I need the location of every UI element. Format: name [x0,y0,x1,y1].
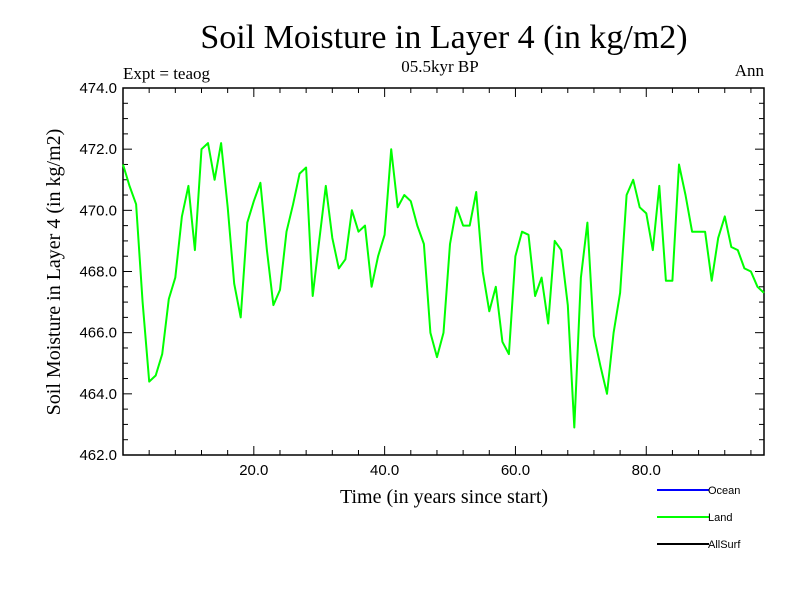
x-tick-label: 80.0 [632,462,661,479]
x-tick-label: 60.0 [501,462,530,479]
plot-frame [122,87,765,456]
x-axis-label: Time (in years since start) [340,486,548,508]
y-tick-label: 462.0 [79,447,117,464]
y-tick-label: 464.0 [79,386,117,403]
y-tick-label: 472.0 [79,141,117,158]
series-line-land [122,142,765,429]
y-axis-label: Soil Moisture in Layer 4 (in kg/m2) [43,129,65,416]
season-label: Ann [735,61,765,80]
legend-label-land: Land [708,512,732,524]
chart-subtitle: 05.5kyr BP [401,57,478,76]
y-tick-label: 474.0 [79,80,117,97]
legend-label-allsurf: AllSurf [708,539,741,551]
x-tick-label: 20.0 [239,462,268,479]
experiment-label: Expt = teaog [123,64,211,83]
legend-label-ocean: Ocean [708,485,740,497]
chart-title: Soil Moisture in Layer 4 (in kg/m2) [200,19,687,56]
legend: Ocean Land AllSurf [657,485,741,551]
x-tick-label: 40.0 [370,462,399,479]
y-tick-label: 470.0 [79,202,117,219]
y-tick-label: 466.0 [79,325,117,342]
plot-area: 462.0 464.0 466.0 468.0 470.0 472.0 474.0 20.0 4… [79,80,765,479]
y-tick-label: 468.0 [79,264,117,281]
